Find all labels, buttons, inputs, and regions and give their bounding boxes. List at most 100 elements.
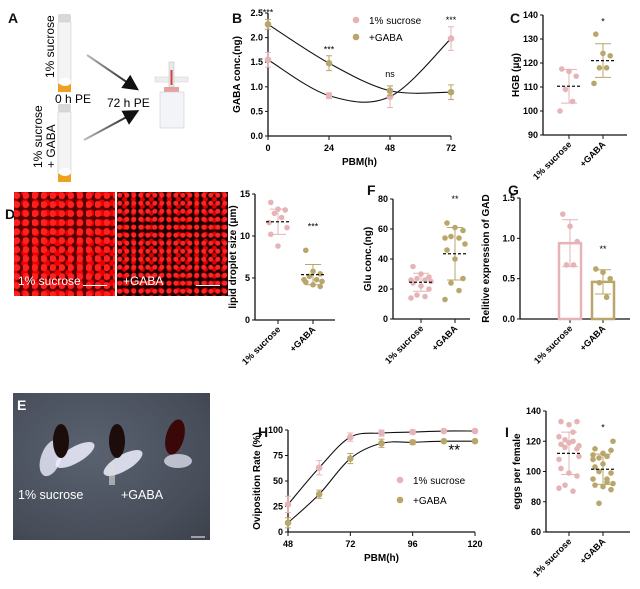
y-tick-label: 130: [523, 34, 538, 44]
significance-label: *: [601, 423, 605, 433]
data-point: [558, 465, 564, 472]
y-tick-label: 140: [523, 10, 538, 20]
x-tick-label: 72: [446, 143, 456, 153]
y-tick-label: 10: [240, 231, 250, 241]
data-point: [607, 275, 613, 282]
category-label: 1% sucrose: [531, 139, 573, 181]
category-label: 1% sucrose: [532, 323, 574, 365]
x-tick-label: 96: [408, 539, 418, 549]
y-tick-label: 100: [523, 106, 538, 116]
y-tick-label: 80: [531, 497, 541, 507]
data-point: [574, 446, 580, 452]
category-label: 1% sucrose: [240, 324, 282, 366]
data-point: [562, 436, 568, 443]
photo-label-gaba: +GABA: [121, 488, 164, 502]
x-tick-label: 0: [265, 143, 270, 153]
data-point: [570, 488, 576, 494]
data-point: [593, 31, 599, 37]
data-point: [264, 21, 272, 28]
data-point: [303, 247, 309, 254]
data-point: [456, 235, 462, 241]
data-point: [603, 65, 610, 71]
time-0h-label: 0 h PE: [55, 92, 91, 106]
y-axis-label: Glu conc.(ng): [363, 227, 374, 291]
data-point: [422, 277, 428, 283]
data-point: [600, 450, 606, 457]
data-point: [284, 501, 292, 508]
ovary-1: [39, 424, 95, 477]
y-tick-label: 0: [383, 314, 388, 324]
chart-g: 0.0 0.5 1.0 1.5 Relitive expression of GAD 1%…: [481, 193, 630, 366]
y-tick-label: 90: [528, 130, 538, 140]
arrow-icon: [86, 54, 139, 91]
data-point: [590, 456, 596, 463]
chart-f: 0 20 40 60 80 Glu conc.(ng) 1% sucrose +GABA **: [363, 194, 470, 366]
data-point: [414, 292, 420, 298]
data-point: [604, 476, 610, 482]
tube-icon: [57, 104, 72, 182]
y-axis-label: GABA conc.(ng): [232, 36, 243, 113]
y-tick-label: 0.0: [250, 131, 263, 141]
y-axis-label: eggs per female: [512, 433, 523, 510]
data-point: [410, 280, 416, 286]
data-point: [596, 455, 602, 461]
y-tick-label: 140: [526, 406, 541, 416]
data-point: [275, 243, 281, 249]
data-point: [592, 482, 598, 488]
error-bar: [595, 269, 611, 295]
y-tick-label: 100: [268, 425, 283, 435]
y-tick-label: 0.0: [502, 314, 515, 324]
tube2-label-line1: 1% sucrose: [31, 105, 45, 168]
y-tick-label: 1.0: [502, 233, 515, 243]
data-point: [596, 500, 602, 507]
data-point: [556, 456, 562, 463]
data-point: [593, 266, 599, 272]
tube1-label: 1% sucrose: [43, 15, 57, 78]
data-point: [426, 286, 432, 292]
significance-label: ***: [324, 44, 335, 54]
data-point: [560, 211, 566, 217]
y-tick-label: 1.0: [250, 82, 263, 92]
data-point: [317, 271, 324, 277]
x-axis-label: PBM(h): [342, 157, 377, 168]
data-point: [271, 210, 278, 217]
panel-label-h: H: [258, 424, 269, 440]
micrograph-sucrose: 1% sucrose: [14, 192, 115, 296]
y-axis-label: Relitive expression of GAD: [481, 194, 492, 322]
significance-label: **: [599, 244, 607, 254]
data-point: [471, 437, 479, 445]
data-point: [378, 439, 385, 447]
data-point: [460, 227, 466, 234]
significance-label: ***: [263, 7, 274, 17]
data-point: [440, 427, 448, 435]
arrow-icon: [83, 110, 140, 141]
y-axis-label: HGB (μg): [511, 53, 522, 97]
data-point: [282, 207, 289, 213]
data-point: [440, 437, 448, 445]
data-point: [378, 429, 385, 437]
y-axis-label: Oviposition Rate (%): [252, 432, 263, 530]
error-bar: [562, 219, 578, 268]
data-point: [590, 476, 596, 482]
significance-label: **: [451, 194, 459, 204]
category-label: 1% sucrose: [531, 536, 573, 578]
y-tick-label: 15: [240, 189, 250, 199]
data-point: [608, 470, 614, 476]
ovary-illustration: [39, 419, 205, 538]
chart-c: 90 100 110 120 130 140 HGB (μg) 1% sucrose +GABA…: [511, 10, 627, 182]
data-point: [573, 73, 579, 79]
legend-label: +GABA: [413, 496, 447, 507]
legend-label: 1% sucrose: [413, 476, 466, 487]
x-tick-label: 120: [467, 539, 482, 549]
y-tick-label: 60: [531, 527, 541, 537]
tube-icon: [57, 14, 72, 92]
data-point: [603, 294, 610, 301]
data-point: [408, 295, 414, 301]
chart-i: 60 80 100 120 140 eggs per female 1% sucrose +G…: [512, 406, 630, 579]
y-tick-label: 1.5: [250, 57, 263, 67]
y-axis-label: lipid droplet size (μm): [228, 205, 239, 308]
data-point: [447, 88, 455, 96]
category-label: +GABA: [578, 323, 608, 353]
data-point: [448, 280, 454, 286]
panel-label-d: D: [5, 206, 16, 222]
